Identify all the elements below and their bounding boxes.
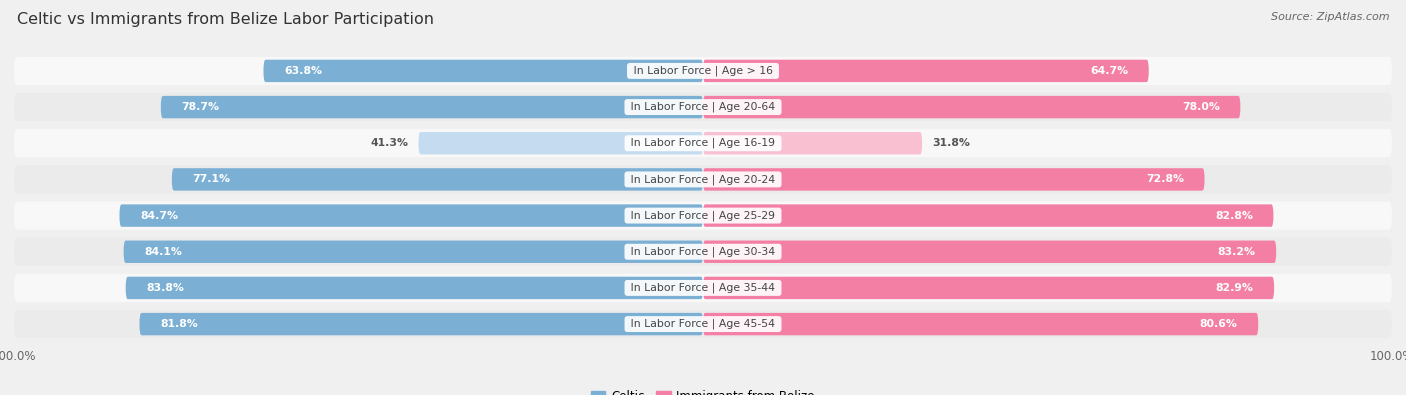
- FancyBboxPatch shape: [14, 201, 1392, 229]
- Text: 64.7%: 64.7%: [1090, 66, 1128, 76]
- Text: 81.8%: 81.8%: [160, 319, 198, 329]
- Text: 80.6%: 80.6%: [1199, 319, 1237, 329]
- Text: 72.8%: 72.8%: [1146, 175, 1184, 184]
- FancyBboxPatch shape: [703, 60, 1149, 82]
- Text: 78.7%: 78.7%: [181, 102, 219, 112]
- Text: 82.8%: 82.8%: [1215, 211, 1253, 220]
- Text: 84.7%: 84.7%: [141, 211, 179, 220]
- Text: 78.0%: 78.0%: [1182, 102, 1219, 112]
- Text: 31.8%: 31.8%: [932, 138, 970, 148]
- Text: 77.1%: 77.1%: [193, 175, 231, 184]
- Text: 41.3%: 41.3%: [370, 138, 408, 148]
- Text: 83.8%: 83.8%: [146, 283, 184, 293]
- Text: In Labor Force | Age 25-29: In Labor Force | Age 25-29: [627, 210, 779, 221]
- Text: In Labor Force | Age 45-54: In Labor Force | Age 45-54: [627, 319, 779, 329]
- Text: In Labor Force | Age 16-19: In Labor Force | Age 16-19: [627, 138, 779, 149]
- FancyBboxPatch shape: [172, 168, 703, 191]
- Legend: Celtic, Immigrants from Belize: Celtic, Immigrants from Belize: [586, 385, 820, 395]
- Text: In Labor Force | Age 20-24: In Labor Force | Age 20-24: [627, 174, 779, 185]
- Text: In Labor Force | Age 35-44: In Labor Force | Age 35-44: [627, 283, 779, 293]
- FancyBboxPatch shape: [139, 313, 703, 335]
- Text: Source: ZipAtlas.com: Source: ZipAtlas.com: [1271, 12, 1389, 22]
- FancyBboxPatch shape: [14, 238, 1392, 266]
- FancyBboxPatch shape: [160, 96, 703, 118]
- Text: In Labor Force | Age > 16: In Labor Force | Age > 16: [630, 66, 776, 76]
- FancyBboxPatch shape: [14, 93, 1392, 121]
- FancyBboxPatch shape: [14, 310, 1392, 338]
- FancyBboxPatch shape: [703, 132, 922, 154]
- FancyBboxPatch shape: [14, 129, 1392, 157]
- FancyBboxPatch shape: [703, 96, 1240, 118]
- FancyBboxPatch shape: [120, 204, 703, 227]
- FancyBboxPatch shape: [14, 274, 1392, 302]
- FancyBboxPatch shape: [125, 277, 703, 299]
- FancyBboxPatch shape: [703, 168, 1205, 191]
- FancyBboxPatch shape: [419, 132, 703, 154]
- FancyBboxPatch shape: [263, 60, 703, 82]
- FancyBboxPatch shape: [703, 241, 1277, 263]
- Text: 63.8%: 63.8%: [284, 66, 322, 76]
- FancyBboxPatch shape: [14, 57, 1392, 85]
- FancyBboxPatch shape: [14, 166, 1392, 194]
- Text: Celtic vs Immigrants from Belize Labor Participation: Celtic vs Immigrants from Belize Labor P…: [17, 12, 434, 27]
- Text: 82.9%: 82.9%: [1216, 283, 1254, 293]
- Text: In Labor Force | Age 20-64: In Labor Force | Age 20-64: [627, 102, 779, 112]
- FancyBboxPatch shape: [703, 313, 1258, 335]
- FancyBboxPatch shape: [703, 204, 1274, 227]
- Text: 84.1%: 84.1%: [145, 247, 183, 257]
- Text: 83.2%: 83.2%: [1218, 247, 1256, 257]
- FancyBboxPatch shape: [124, 241, 703, 263]
- FancyBboxPatch shape: [703, 277, 1274, 299]
- Text: In Labor Force | Age 30-34: In Labor Force | Age 30-34: [627, 246, 779, 257]
